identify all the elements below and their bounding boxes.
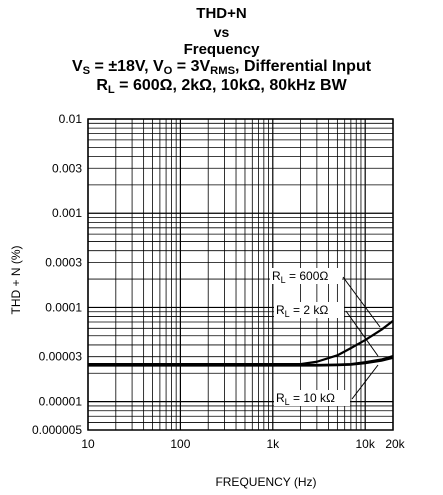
series-annotation-label: RL = 10 kΩ [276,391,335,407]
y-tick-label: 0.0001 [45,300,82,314]
series-line-1 [88,319,394,366]
title-text-part: , Differential Input [235,58,372,75]
title-text-part: S [82,64,91,77]
x-tick-label: 1k [266,437,280,451]
annotation-leader-line [342,276,381,328]
annotation-background [270,268,342,284]
annotation-background [274,302,344,318]
title-text-part: THD+N [196,5,247,22]
title-text-part: RMS [210,64,236,77]
tick-labels: 10 100 1k 10k 20k 0.01 0.003 0.001 0.0003 0.0001 0… [32,112,406,451]
x-axis-label: FREQUENCY (Hz) [215,475,316,489]
title-text-part: V [71,58,83,75]
plot-border [87,118,394,431]
title-text-part: Frequency [183,41,260,58]
annotation-leader-line [351,364,379,400]
title-text-part: L [107,83,115,96]
y-tick-label: 0.003 [52,161,82,175]
y-tick-label: 0.01 [59,112,83,126]
x-tick-label: 100 [170,437,190,451]
series-annotation-label: RL = 600Ω [272,269,328,285]
chart-title-line-3: Frequency [0,42,443,57]
y-tick-label: 0.00003 [39,350,83,364]
y-tick-label: 0.001 [52,206,82,220]
y-tick-label: 0.000005 [32,423,82,437]
x-tick-label: 10 [81,437,95,451]
x-tick-label: 20k [385,437,405,451]
title-text-part: = 600Ω, 2kΩ, 10kΩ, 80kHz BW [114,77,347,94]
annotations: RL = 600Ω RL = 2 kΩ RL = 10 kΩ [270,268,381,407]
grid [87,118,394,431]
chart-title-line-2: vs [0,25,443,39]
chart-subtitle-conditions: VS = ±18V, VO = 3VRMS, Differential Inpu… [0,59,443,77]
y-tick-label: 0.0003 [45,255,82,269]
title-text-part: = ±18V, V [90,58,164,75]
series-line-3 [88,356,394,367]
title-text-part: O [163,64,173,77]
annotation-background [274,390,350,406]
x-tick-label: 10k [356,437,376,451]
title-text-part: R [96,77,108,94]
y-axis-label: THD + N (%) [9,245,23,314]
series-lines [88,319,394,367]
chart-subtitle-loads: RL = 600Ω, 2kΩ, 10kΩ, 80kHz BW [0,78,443,96]
series-annotation-label: RL = 2 kΩ [276,303,328,319]
chart-title-line-1: THD+N [0,6,443,21]
annotation-leader-line [345,310,379,357]
y-tick-label: 0.00001 [39,395,83,409]
title-text-part: = 3V [172,58,211,75]
title-text-part: vs [213,24,230,40]
